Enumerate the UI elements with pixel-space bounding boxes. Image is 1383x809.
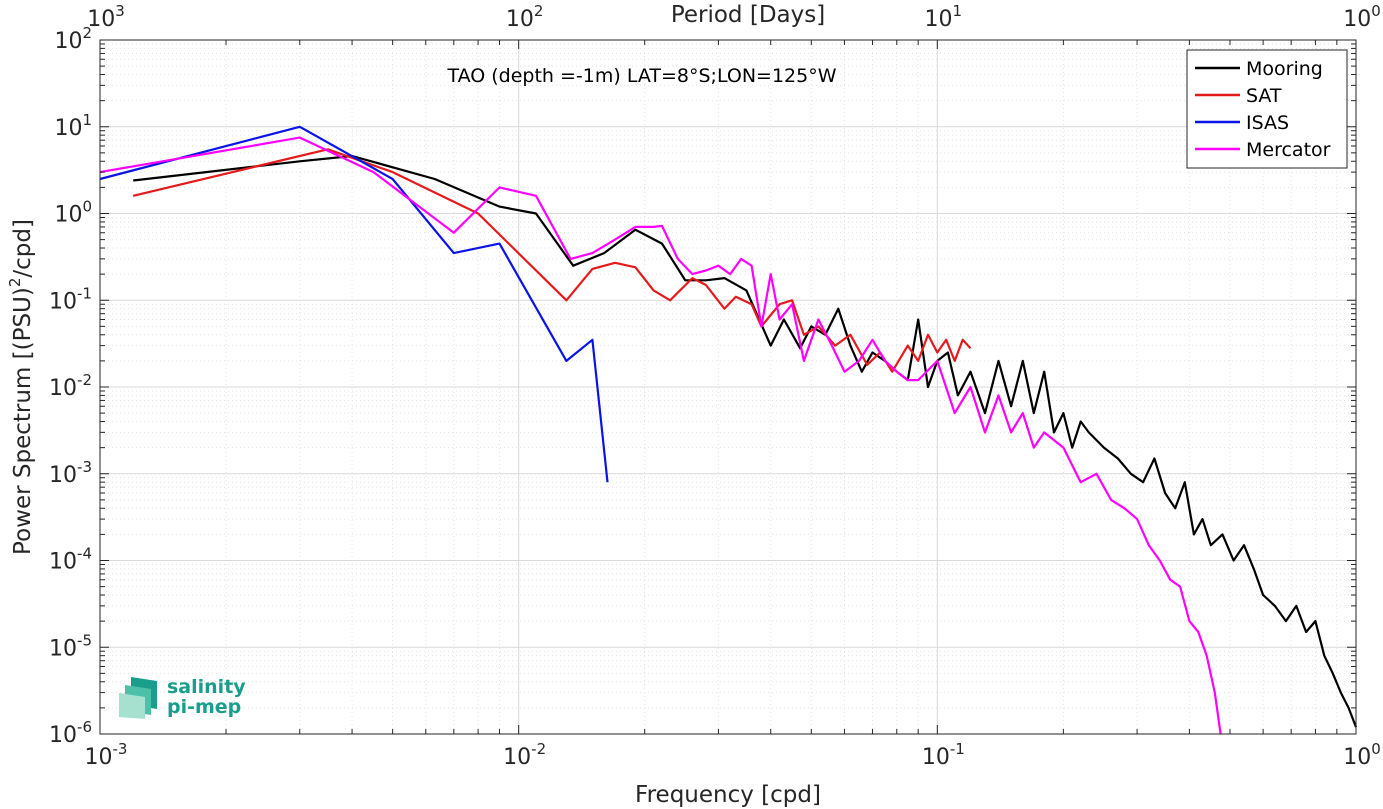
y-tick-label-base: 10 xyxy=(49,550,77,575)
legend-label-mercator: Mercator xyxy=(1246,139,1331,161)
x2-tick-label-exp: 0 xyxy=(1371,2,1381,20)
logo-text-line1: salinity xyxy=(167,676,246,698)
y-tick-label-base: 10 xyxy=(49,636,77,661)
y-tick-label-base: 10 xyxy=(54,29,82,54)
y-tick-label: 10-6 xyxy=(49,718,92,748)
y-tick-label-exp: 2 xyxy=(82,24,92,42)
series-line-mooring xyxy=(133,154,1358,728)
x-tick-label: 100 xyxy=(1343,740,1381,770)
series-layer xyxy=(99,125,1358,735)
x-tick-label-base: 10 xyxy=(922,745,950,770)
x2-tick-label-exp: 2 xyxy=(534,2,544,20)
x-tick-label: 10-3 xyxy=(85,740,128,770)
y-axis-label: Power Spectrum [(PSU)2/cpd] xyxy=(6,219,36,555)
x2-tick-label: 101 xyxy=(925,2,963,32)
legend-label-sat: SAT xyxy=(1246,85,1282,107)
y-tick-label-exp: 0 xyxy=(82,198,92,216)
x-axis-label: Frequency [cpd] xyxy=(635,782,821,808)
y-tick-label: 10-5 xyxy=(49,631,92,661)
y-tick-label: 10-1 xyxy=(49,284,92,314)
y-axis-label-prefix: Power Spectrum [(PSU) xyxy=(10,287,36,555)
x-tick-label-exp: -3 xyxy=(113,740,128,758)
y-tick-label: 102 xyxy=(54,24,92,54)
logo-text-line2: pi-mep xyxy=(167,696,241,718)
x2-tick-label-base: 10 xyxy=(87,7,115,32)
ticks xyxy=(99,39,1357,735)
x-tick-label-exp: 0 xyxy=(1371,740,1381,758)
y-tick-label: 100 xyxy=(54,198,92,228)
y-tick-label-exp: 1 xyxy=(82,111,92,129)
y-tick-label-exp: -6 xyxy=(77,718,92,736)
x2-tick-label-base: 10 xyxy=(1343,7,1371,32)
series-line-isas xyxy=(99,125,609,483)
y-tick-label-base: 10 xyxy=(54,203,82,228)
y-axis-label-exp: 2 xyxy=(6,278,24,288)
y-tick-label-exp: -2 xyxy=(77,371,92,389)
y-tick-label: 10-2 xyxy=(49,371,92,401)
legend: Mooring SAT ISAS Mercator xyxy=(1186,49,1348,169)
x2-tick-label-base: 10 xyxy=(925,7,953,32)
logo-wave-shape xyxy=(119,693,145,719)
x2-tick-label: 103 xyxy=(87,2,125,32)
x2-axis-label: Period [Days] xyxy=(671,2,825,28)
y-tick-label-base: 10 xyxy=(49,463,77,488)
chart-annotation: TAO (depth =-1m) LAT=8°S;LON=125°W xyxy=(446,65,836,87)
y-axis-label-suffix: /cpd] xyxy=(10,219,36,278)
x-tick-label: 10-1 xyxy=(922,740,965,770)
y-tick-label-exp: -3 xyxy=(77,458,92,476)
y-tick-label-exp: -4 xyxy=(77,545,92,563)
grid xyxy=(99,40,1356,735)
x2-tick-label-base: 10 xyxy=(506,7,534,32)
x-tick-label-base: 10 xyxy=(1343,745,1371,770)
x2-tick-label-exp: 3 xyxy=(115,2,125,20)
y-tick-label-exp: -1 xyxy=(77,284,92,302)
x-tick-label: 10-2 xyxy=(503,740,546,770)
series-line-mercator xyxy=(99,136,1222,735)
y-tick-label-base: 10 xyxy=(49,289,77,314)
x-tick-label-exp: -1 xyxy=(950,740,965,758)
salinity-pi-mep-logo: salinity pi-mep xyxy=(119,676,246,719)
legend-label-isas: ISAS xyxy=(1246,112,1289,134)
y-tick-label: 10-4 xyxy=(49,545,92,575)
series-line-sat xyxy=(132,148,972,373)
y-tick-label: 10-3 xyxy=(49,458,92,488)
y-tick-label-base: 10 xyxy=(54,116,82,141)
x-tick-label-base: 10 xyxy=(503,745,531,770)
x2-tick-label: 102 xyxy=(506,2,544,32)
y-tick-label: 101 xyxy=(54,111,92,141)
x2-tick-label-exp: 1 xyxy=(953,2,963,20)
x2-tick-label: 100 xyxy=(1343,2,1381,32)
y-tick-label-base: 10 xyxy=(49,376,77,401)
y-tick-label-exp: -5 xyxy=(77,631,92,649)
x-tick-label-base: 10 xyxy=(85,745,113,770)
x-tick-label-exp: -2 xyxy=(531,740,546,758)
legend-label-mooring: Mooring xyxy=(1246,58,1323,80)
y-tick-label-base: 10 xyxy=(49,723,77,748)
